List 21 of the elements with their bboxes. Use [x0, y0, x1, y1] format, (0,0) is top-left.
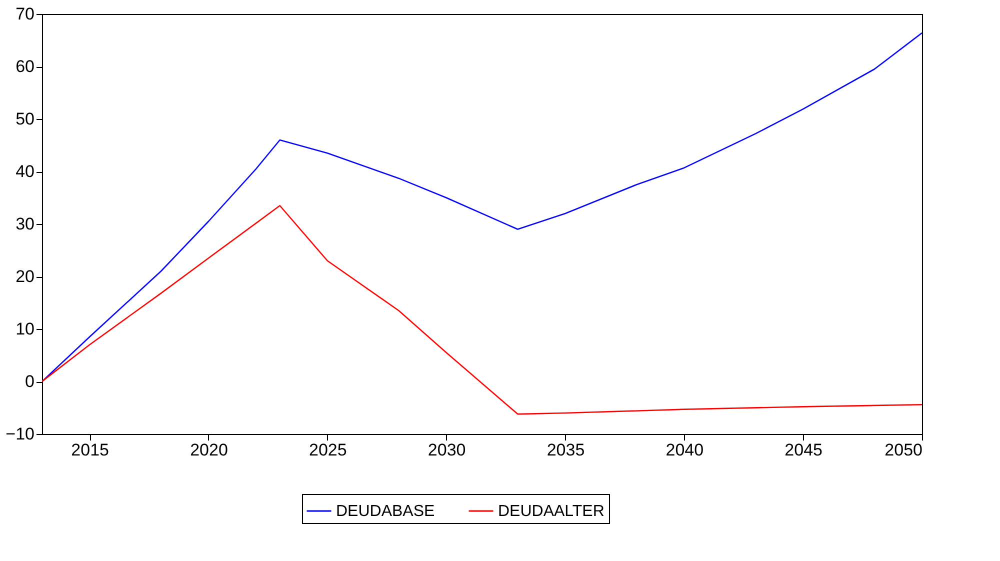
legend-label: DEUDABASE: [336, 503, 435, 520]
x-tick-label: 2020: [190, 440, 228, 460]
y-tick-label: 70: [16, 4, 34, 24]
y-tick-label: 50: [16, 110, 34, 128]
x-tick-label: 2040: [666, 440, 704, 460]
y-tick-label: 20: [16, 267, 34, 286]
y-tick-label: 60: [16, 57, 34, 76]
line-series: [42, 204, 922, 415]
x-tick-label: 2025: [308, 440, 347, 460]
line-series: [42, 32, 922, 382]
x-tick-label: 2030: [428, 440, 466, 460]
y-tick-label: 30: [16, 214, 34, 234]
y-tick-label: 40: [16, 162, 34, 181]
x-tick-label: 2035: [546, 440, 585, 460]
y-tick-label: 10: [16, 320, 34, 338]
x-tick-label: 2050: [884, 440, 922, 460]
legend-label: DEUDAALTER: [498, 503, 604, 520]
x-tick-label: 2015: [71, 440, 109, 460]
x-tick-label: 2045: [784, 440, 822, 460]
y-tick-label: −10: [6, 424, 34, 444]
y-tick-label: 0: [25, 372, 34, 391]
